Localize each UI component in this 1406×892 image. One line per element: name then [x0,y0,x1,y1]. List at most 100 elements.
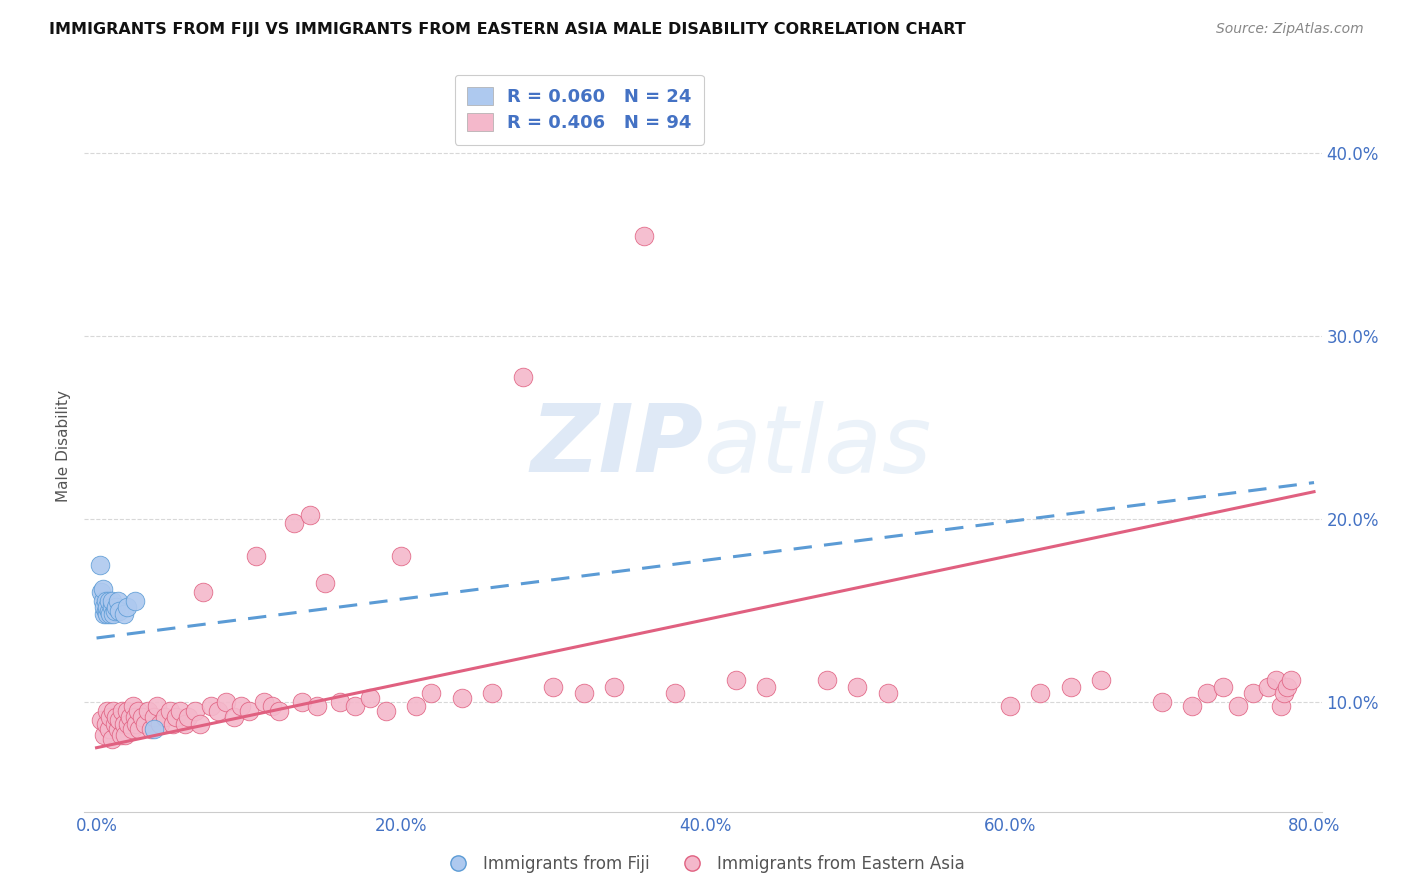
Point [89,558,111,572]
Point [1197,686,1219,700]
Point [307,698,329,713]
Point [173,717,195,731]
Point [96,607,118,622]
Point [877,686,900,700]
Point [94,717,117,731]
Point [98,709,121,723]
Point [105,599,128,614]
Point [114,728,136,742]
Point [143,709,166,723]
Legend: R = 0.060   N = 24, R = 0.406   N = 94: R = 0.060 N = 24, R = 0.406 N = 94 [454,75,704,145]
Point [1029,686,1052,700]
Point [153,709,176,723]
Point [481,686,503,700]
Legend: Immigrants from Fiji, Immigrants from Eastern Asia: Immigrants from Fiji, Immigrants from Ea… [434,848,972,880]
Point [96,704,118,718]
Point [664,686,686,700]
Point [177,709,200,723]
Point [91,594,114,608]
Point [162,717,184,731]
Point [188,717,211,731]
Point [329,695,352,709]
Point [112,607,135,622]
Point [389,549,412,563]
Point [136,704,159,718]
Point [755,681,778,695]
Point [94,594,117,608]
Text: atlas: atlas [703,401,931,491]
Point [93,607,115,622]
Point [1257,681,1279,695]
Point [131,709,153,723]
Point [107,723,129,737]
Point [97,594,120,608]
Point [998,698,1021,713]
Point [110,728,132,742]
Point [695,37,717,51]
Point [125,717,148,731]
Point [1265,673,1288,687]
Point [146,698,169,713]
Point [359,691,381,706]
Point [405,698,427,713]
Point [115,599,138,614]
Point [118,709,141,723]
Point [134,717,156,731]
Point [103,607,125,622]
Point [1181,698,1204,713]
Y-axis label: Male Disability: Male Disability [56,390,72,502]
Point [1226,698,1249,713]
Point [97,723,120,737]
Point [633,228,655,243]
Point [260,698,283,713]
Point [104,603,127,617]
Point [1212,681,1234,695]
Point [128,723,150,737]
Point [124,709,146,723]
Point [149,717,172,731]
Point [103,704,125,718]
Point [90,585,112,599]
Point [1275,681,1298,695]
Point [1241,686,1264,700]
Point [108,603,131,617]
Point [291,695,314,709]
Point [90,714,112,728]
Point [191,585,214,599]
Point [100,731,122,746]
Point [724,673,747,687]
Point [298,508,321,523]
Point [541,681,564,695]
Point [91,582,114,596]
Point [253,695,276,709]
Point [1059,681,1081,695]
Point [97,603,120,617]
Point [165,709,187,723]
Point [344,698,367,713]
Point [420,686,443,700]
Point [1270,698,1292,713]
Point [112,717,135,731]
Point [100,599,122,614]
Point [450,691,472,706]
Point [98,607,121,622]
Point [283,516,305,530]
Point [1272,686,1295,700]
Text: IMMIGRANTS FROM FIJI VS IMMIGRANTS FROM EASTERN ASIA MALE DISABILITY CORRELATION: IMMIGRANTS FROM FIJI VS IMMIGRANTS FROM … [49,22,966,37]
Point [104,717,127,731]
Point [122,698,145,713]
Point [245,549,267,563]
Point [121,723,143,737]
Point [93,599,115,614]
Point [159,704,181,718]
Point [108,714,131,728]
Text: Source: ZipAtlas.com: Source: ZipAtlas.com [1216,22,1364,37]
Point [93,728,115,742]
Point [238,704,260,718]
Point [169,704,191,718]
Point [215,695,238,709]
Point [96,599,118,614]
Point [222,709,245,723]
Point [572,686,595,700]
Point [815,673,838,687]
